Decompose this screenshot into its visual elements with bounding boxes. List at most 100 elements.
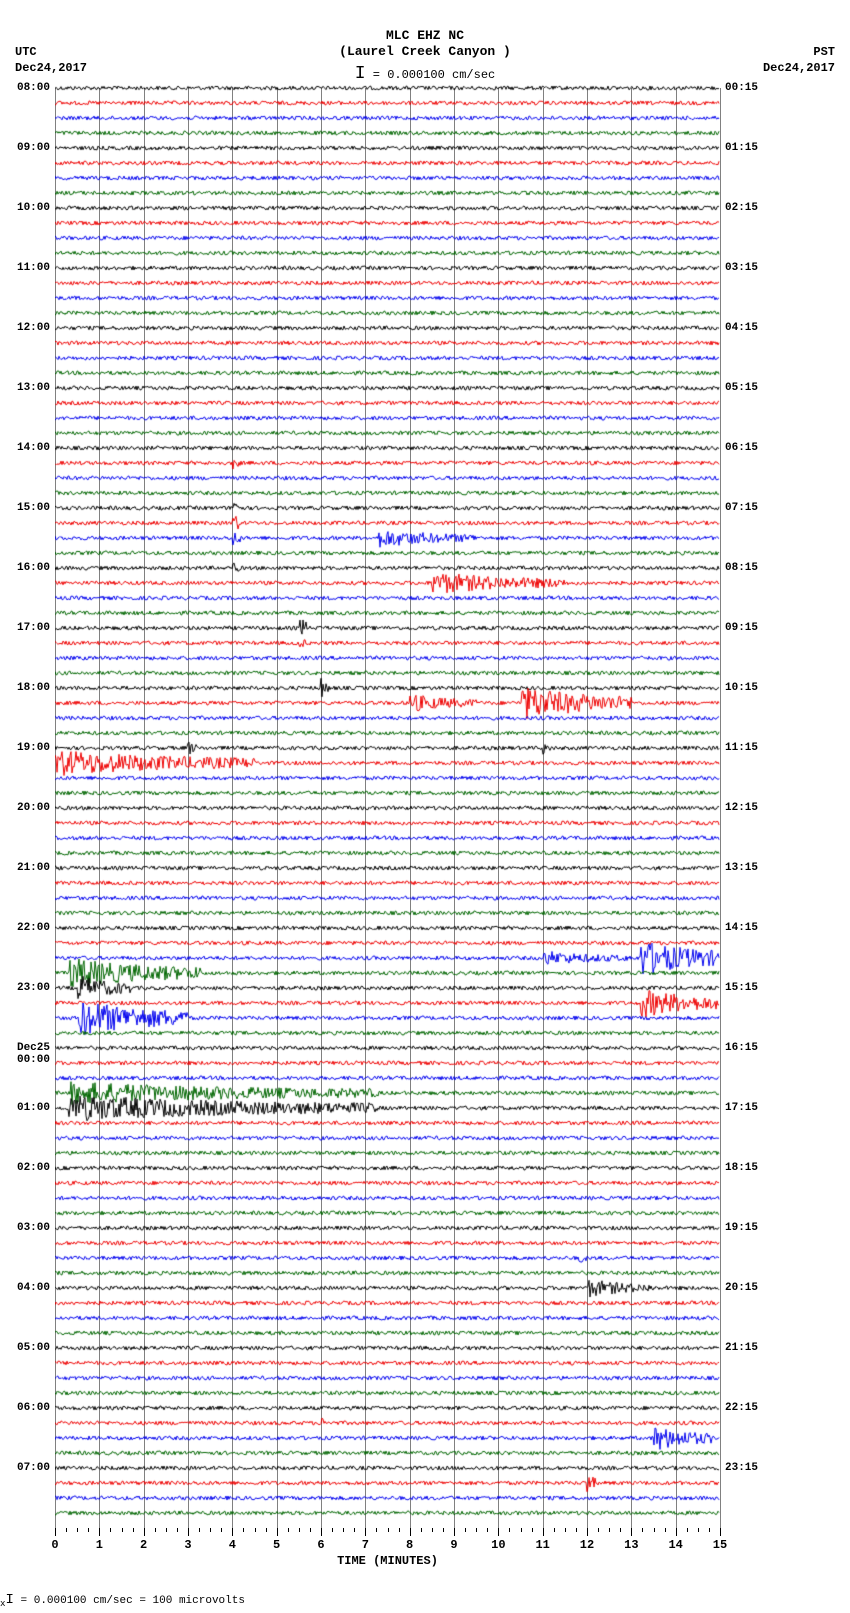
utc-time-label: 23:00 (17, 982, 50, 994)
pst-time-label: 20:15 (725, 1282, 758, 1294)
x-tick-minor (166, 1528, 167, 1532)
x-tick (365, 1528, 366, 1536)
x-tick-minor (443, 1528, 444, 1532)
footer-text: = 0.000100 cm/sec = 100 microvolts (21, 1595, 245, 1607)
x-tick-minor (687, 1528, 688, 1532)
pst-time-label: 14:15 (725, 922, 758, 934)
x-tick-minor (654, 1528, 655, 1532)
x-tick-label: 2 (140, 1538, 147, 1552)
x-tick (232, 1528, 233, 1536)
utc-time-label: 08:00 (17, 82, 50, 94)
utc-time-label: 22:00 (17, 922, 50, 934)
pst-time-label: 17:15 (725, 1102, 758, 1114)
utc-time-label: Dec25 00:00 (17, 1042, 50, 1066)
footer-scale: xI = 0.000100 cm/sec = 100 microvolts (0, 1592, 245, 1609)
pst-time-label: 02:15 (725, 202, 758, 214)
station-location: (Laurel Creek Canyon ) (0, 44, 850, 60)
plot-area: 08:0009:0010:0011:0012:0013:0014:0015:00… (55, 88, 720, 1528)
x-tick (55, 1528, 56, 1536)
x-tick-label: 8 (406, 1538, 413, 1552)
x-tick-minor (354, 1528, 355, 1532)
tz-right-name: PST (763, 45, 835, 61)
x-tick-minor (487, 1528, 488, 1532)
pst-time-label: 15:15 (725, 982, 758, 994)
timezone-left: UTC Dec24,2017 (15, 45, 87, 76)
pst-time-label: 04:15 (725, 322, 758, 334)
x-tick-label: 1 (96, 1538, 103, 1552)
utc-time-label: 05:00 (17, 1342, 50, 1354)
pst-time-label: 03:15 (725, 262, 758, 274)
utc-time-label: 19:00 (17, 742, 50, 754)
pst-time-label: 21:15 (725, 1342, 758, 1354)
x-tick-minor (554, 1528, 555, 1532)
utc-time-label: 18:00 (17, 682, 50, 694)
pst-time-label: 00:15 (725, 82, 758, 94)
x-tick-label: 9 (450, 1538, 457, 1552)
x-tick-minor (110, 1528, 111, 1532)
utc-time-label: 02:00 (17, 1162, 50, 1174)
station-code: MLC EHZ NC (0, 28, 850, 44)
x-tick-label: 3 (184, 1538, 191, 1552)
pst-time-label: 23:15 (725, 1462, 758, 1474)
x-tick-minor (465, 1528, 466, 1532)
x-tick-minor (576, 1528, 577, 1532)
x-tick-label: 5 (273, 1538, 280, 1552)
x-tick-minor (698, 1528, 699, 1532)
x-tick-label: 13 (624, 1538, 638, 1552)
x-tick-minor (532, 1528, 533, 1532)
utc-time-label: 04:00 (17, 1282, 50, 1294)
x-tick-minor (388, 1528, 389, 1532)
x-tick-minor (332, 1528, 333, 1532)
grid-line (720, 88, 721, 1528)
x-tick-label: 4 (229, 1538, 236, 1552)
x-tick-minor (642, 1528, 643, 1532)
utc-time-label: 17:00 (17, 622, 50, 634)
x-tick-minor (88, 1528, 89, 1532)
x-tick-label: 0 (51, 1538, 58, 1552)
header: MLC EHZ NC (Laurel Creek Canyon ) (0, 28, 850, 59)
x-tick-label: 6 (317, 1538, 324, 1552)
utc-time-label: 07:00 (17, 1462, 50, 1474)
pst-time-label: 18:15 (725, 1162, 758, 1174)
x-tick (410, 1528, 411, 1536)
pst-time-label: 22:15 (725, 1402, 758, 1414)
footer-glyph: I (6, 1592, 14, 1608)
x-tick (188, 1528, 189, 1536)
x-tick (277, 1528, 278, 1536)
x-tick-minor (255, 1528, 256, 1532)
x-tick-label: 10 (491, 1538, 505, 1552)
x-tick-label: 12 (580, 1538, 594, 1552)
x-tick-label: 15 (713, 1538, 727, 1552)
x-tick-minor (598, 1528, 599, 1532)
x-tick (144, 1528, 145, 1536)
x-tick (321, 1528, 322, 1536)
x-tick-minor (620, 1528, 621, 1532)
tz-right-date: Dec24,2017 (763, 61, 835, 77)
x-tick-minor (665, 1528, 666, 1532)
utc-time-label: 20:00 (17, 802, 50, 814)
x-tick-minor (521, 1528, 522, 1532)
pst-time-label: 06:15 (725, 442, 758, 454)
x-axis-title: TIME (MINUTES) (55, 1554, 720, 1568)
x-tick-minor (399, 1528, 400, 1532)
x-tick-minor (709, 1528, 710, 1532)
utc-time-label: 13:00 (17, 382, 50, 394)
utc-time-label: 14:00 (17, 442, 50, 454)
x-tick-minor (310, 1528, 311, 1532)
x-tick-minor (210, 1528, 211, 1532)
seismogram-container: MLC EHZ NC (Laurel Creek Canyon ) I = 0.… (0, 0, 850, 1613)
utc-time-label: 12:00 (17, 322, 50, 334)
x-tick-minor (288, 1528, 289, 1532)
pst-time-label: 16:15 (725, 1042, 758, 1054)
x-tick-label: 7 (362, 1538, 369, 1552)
x-tick-label: 11 (535, 1538, 549, 1552)
x-tick-minor (421, 1528, 422, 1532)
x-tick-minor (155, 1528, 156, 1532)
x-tick-minor (177, 1528, 178, 1532)
utc-time-label: 09:00 (17, 142, 50, 154)
x-tick (676, 1528, 677, 1536)
timezone-right: PST Dec24,2017 (763, 45, 835, 76)
pst-time-label: 09:15 (725, 622, 758, 634)
pst-time-label: 08:15 (725, 562, 758, 574)
x-tick (454, 1528, 455, 1536)
